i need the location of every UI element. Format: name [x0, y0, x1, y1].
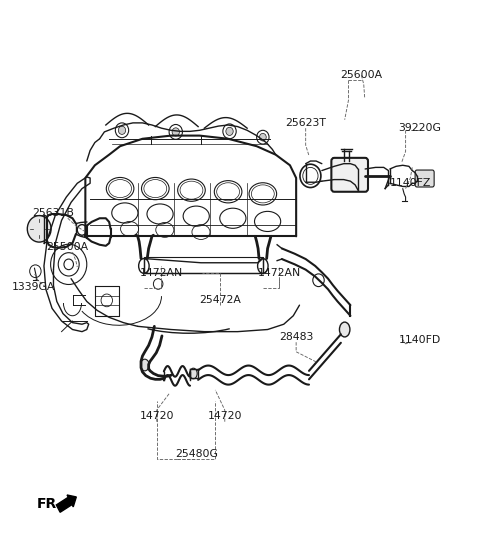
- Circle shape: [119, 126, 126, 135]
- Text: 25500A: 25500A: [47, 242, 89, 252]
- Text: 14720: 14720: [207, 411, 242, 421]
- Text: 14720: 14720: [140, 411, 174, 421]
- Text: 25472A: 25472A: [199, 295, 241, 305]
- Text: 1339GA: 1339GA: [12, 282, 55, 292]
- Text: 25623T: 25623T: [285, 118, 326, 128]
- Circle shape: [259, 134, 266, 141]
- Text: 39220G: 39220G: [398, 123, 441, 133]
- Text: 1472AN: 1472AN: [257, 269, 300, 278]
- Circle shape: [172, 128, 180, 136]
- Text: 1472AN: 1472AN: [140, 269, 183, 278]
- Circle shape: [27, 216, 51, 242]
- Ellipse shape: [141, 359, 149, 371]
- FancyBboxPatch shape: [415, 170, 434, 187]
- Text: 1140FD: 1140FD: [399, 335, 441, 345]
- FancyBboxPatch shape: [331, 158, 368, 192]
- Text: 25631B: 25631B: [33, 208, 74, 218]
- Ellipse shape: [190, 368, 197, 379]
- Text: 25480G: 25480G: [175, 449, 217, 459]
- Text: 1140FZ: 1140FZ: [390, 178, 431, 189]
- Text: 25600A: 25600A: [340, 70, 383, 80]
- FancyArrow shape: [56, 495, 76, 512]
- Ellipse shape: [339, 322, 350, 337]
- Text: FR.: FR.: [36, 497, 62, 512]
- Circle shape: [226, 127, 233, 136]
- Text: 28483: 28483: [279, 332, 313, 342]
